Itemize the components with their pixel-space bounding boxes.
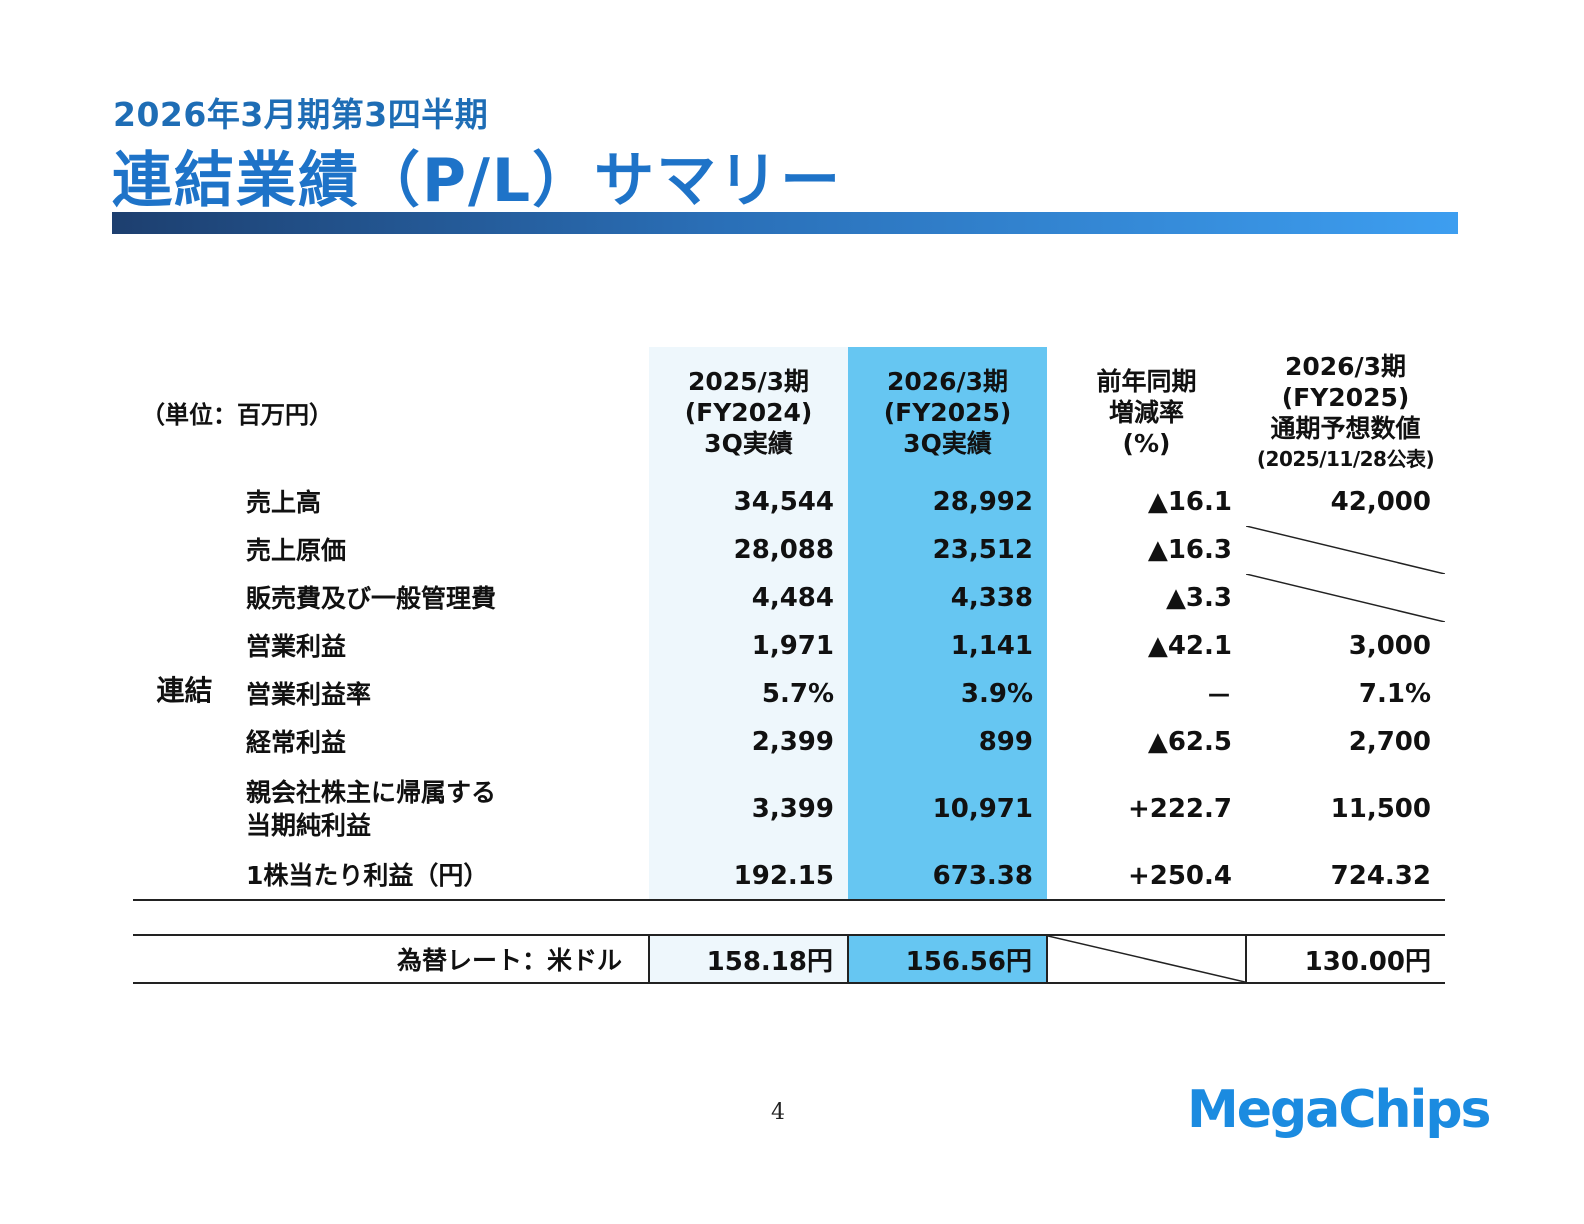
- header-cur-line2: (FY2025): [883, 398, 1012, 427]
- cell-prev: 34,544: [649, 478, 848, 526]
- fx-rate-table: 為替レート：米ドル 158.18円 156.56円 130.00円: [133, 934, 1445, 984]
- table-row-eps: 1株当たり利益（円） 192.15 673.38 +250.4 724.32: [133, 852, 1445, 901]
- cell-cur: 4,338: [848, 574, 1047, 622]
- header-fc-line2: (FY2025): [1281, 382, 1410, 412]
- megachips-logo: MegaChips: [1187, 1080, 1492, 1140]
- cell-cur: 10,971: [848, 766, 1047, 852]
- cell-prev: 2,399: [649, 718, 848, 766]
- cell-prev: 1,971: [649, 622, 848, 670]
- cell-forecast: 42,000: [1330, 487, 1431, 517]
- fx-rate-row: 為替レート：米ドル 158.18円 156.56円 130.00円: [133, 934, 1445, 984]
- cell-prev: 3,399: [649, 766, 848, 852]
- row-label: 親会社株主に帰属する 当期純利益: [236, 766, 649, 852]
- cell-forecast: 7.1%: [1358, 679, 1431, 709]
- row-label-line2: 当期純利益: [246, 811, 372, 840]
- fx-label: 為替レート：米ドル: [133, 934, 649, 984]
- header-fc-line4: (2025/11/28公表): [1256, 446, 1435, 471]
- header-cur-line1: 2026/3期: [886, 367, 1009, 396]
- diagonal-line-icon: [1246, 526, 1445, 574]
- row-label: 売上原価: [246, 535, 347, 565]
- row-label: 1株当たり利益（円）: [236, 852, 649, 901]
- cell-forecast-na-diagonal: [1246, 574, 1445, 622]
- row-label: 売上高: [246, 487, 322, 517]
- header-current-year: 2026/3期 (FY2025) 3Q実績: [848, 347, 1047, 478]
- header-prev-line2: (FY2024): [684, 398, 813, 427]
- row-label: 販売費及び一般管理費: [246, 583, 497, 613]
- header-chg-line1: 前年同期: [1096, 367, 1197, 396]
- row-label: 営業利益率: [246, 679, 372, 709]
- header-cur-line3: 3Q実績: [903, 429, 992, 458]
- header-prev-year: 2025/3期 (FY2024) 3Q実績: [649, 347, 848, 478]
- cell-cur: 899: [848, 718, 1047, 766]
- cell-prev: 4,484: [649, 574, 848, 622]
- header-fc-line3: 通期予想数値: [1270, 413, 1421, 443]
- cell-change: ▲3.3: [1165, 583, 1232, 613]
- cell-change: ▲62.5: [1147, 727, 1232, 757]
- table-row-net-income: 親会社株主に帰属する 当期純利益 3,399 10,971 +222.7 11,…: [133, 766, 1445, 852]
- cell-forecast-na-diagonal: [1246, 526, 1445, 574]
- diagonal-line-icon: [1048, 936, 1245, 982]
- cell-change: +222.7: [1127, 794, 1232, 824]
- table-row-cost-of-sales: 売上原価 28,088 23,512 ▲16.3: [133, 526, 1445, 574]
- table-row-sga: 販売費及び一般管理費 4,484 4,338 ▲3.3: [133, 574, 1445, 622]
- slide-subtitle: 2026年3月期第3四半期: [113, 95, 489, 134]
- row-label-line1: 親会社株主に帰属する: [246, 778, 497, 807]
- header-prev-line1: 2025/3期: [687, 367, 810, 396]
- fx-forecast: 130.00円: [1245, 934, 1445, 984]
- header-forecast: 2026/3期 (FY2025) 通期予想数値 (2025/11/28公表): [1246, 347, 1445, 478]
- table-row-operating-margin: 営業利益率 5.7% 3.9% － 7.1%: [133, 670, 1445, 718]
- cell-cur: 3.9%: [848, 670, 1047, 718]
- cell-change: ▲16.1: [1147, 487, 1232, 517]
- row-label: 営業利益: [246, 631, 347, 661]
- cell-forecast: 724.32: [1246, 852, 1445, 901]
- cell-cur: 1,141: [848, 622, 1047, 670]
- table-row-sales: 連結 売上高 34,544 28,992 ▲16.1 42,000: [133, 478, 1445, 901]
- header-chg-line3: (%): [1122, 429, 1171, 458]
- header-change-rate: 前年同期 増減率 (%): [1047, 347, 1246, 478]
- pl-summary-table: （単位：百万円） 2025/3期 (FY2024) 3Q実績 2026/3期 (…: [133, 347, 1445, 901]
- cell-cur: 673.38: [848, 852, 1047, 901]
- cell-change: +250.4: [1047, 852, 1246, 901]
- table-row-ordinary-income: 経常利益 2,399 899 ▲62.5 2,700: [133, 718, 1445, 766]
- cell-change: －: [1205, 681, 1232, 712]
- cell-cur: 23,512: [848, 526, 1047, 574]
- title-underline-bar: [112, 212, 1458, 234]
- slide-title: 連結業績（P/L）サマリー: [112, 146, 843, 216]
- cell-change: ▲42.1: [1147, 631, 1232, 661]
- page-number: 4: [771, 1100, 785, 1125]
- fx-change-na-diagonal: [1046, 934, 1246, 984]
- cell-forecast: 2,700: [1348, 727, 1431, 757]
- table-header-row: （単位：百万円） 2025/3期 (FY2024) 3Q実績 2026/3期 (…: [133, 347, 1445, 478]
- cell-cur: 28,992: [848, 478, 1047, 526]
- diagonal-line-icon: [1246, 574, 1445, 622]
- cell-prev: 192.15: [649, 852, 848, 901]
- fx-cur: 156.56円: [847, 934, 1047, 984]
- cell-forecast: 3,000: [1348, 631, 1431, 661]
- group-label-consolidated: 連結: [133, 478, 236, 901]
- row-label: 経常利益: [246, 727, 347, 757]
- header-prev-line3: 3Q実績: [704, 429, 793, 458]
- header-fc-line1: 2026/3期: [1284, 351, 1407, 381]
- fx-prev: 158.18円: [648, 934, 848, 984]
- header-chg-line2: 増減率: [1108, 398, 1184, 427]
- table-row-operating-income: 営業利益 1,971 1,141 ▲42.1 3,000: [133, 622, 1445, 670]
- cell-change: ▲16.3: [1147, 535, 1232, 565]
- cell-forecast: 11,500: [1330, 794, 1431, 824]
- unit-label: （単位：百万円）: [141, 401, 333, 429]
- cell-prev: 5.7%: [649, 670, 848, 718]
- cell-prev: 28,088: [649, 526, 848, 574]
